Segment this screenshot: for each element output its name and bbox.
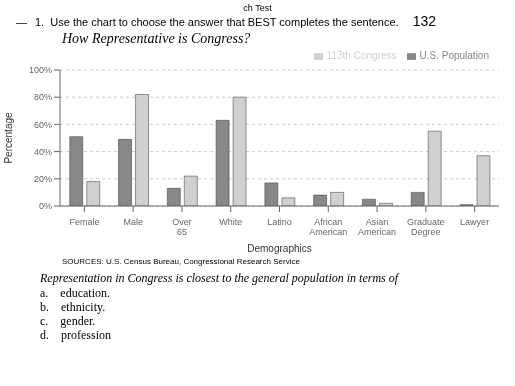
- svg-text:0%: 0%: [39, 201, 52, 211]
- svg-text:Demographics: Demographics: [247, 243, 311, 254]
- svg-text:Latino: Latino: [267, 217, 292, 227]
- svg-text:Female: Female: [69, 217, 99, 227]
- html-text:1. Use the chart to choose the: 1. Use the chart to choose the answer th…: [35, 16, 399, 28]
- svg-text:Over65: Over65: [172, 217, 192, 237]
- html-text:c. gender.: c. gender.: [40, 314, 96, 328]
- svg-text:GraduateDegree: GraduateDegree: [407, 217, 445, 237]
- html-text:U.S. Population: U.S. Population: [419, 50, 489, 61]
- svg-text:60%: 60%: [34, 120, 52, 130]
- html-text:How Representative is Congress: How Representative is Congress?: [62, 31, 251, 46]
- svg-text:Percentage: Percentage: [8, 112, 14, 164]
- html-text:132: 132: [412, 13, 436, 29]
- svg-text:40%: 40%: [34, 147, 52, 157]
- html-text:a. education.: a. education.: [40, 286, 110, 300]
- html-text:b. ethnicity.: b. ethnicity.: [40, 300, 106, 314]
- svg-text:Lawyer: Lawyer: [460, 217, 489, 227]
- svg-text:80%: 80%: [34, 92, 52, 102]
- svg-text:AfricanAmerican: AfricanAmerican: [309, 217, 347, 237]
- svg-text:Male: Male: [123, 217, 143, 227]
- svg-text:White: White: [219, 217, 242, 227]
- html-text:113th Congress: 113th Congress: [326, 50, 397, 61]
- svg-text:20%: 20%: [34, 174, 52, 184]
- html-text:ch Test: ch Test: [243, 3, 272, 13]
- html-text:d. profession: d. profession: [40, 328, 111, 342]
- html-text:SOURCES: U.S. Census Bureau, C: SOURCES: U.S. Census Bureau, Congression…: [62, 257, 300, 266]
- svg-text:100%: 100%: [29, 65, 52, 75]
- svg-text:AsianAmerican: AsianAmerican: [358, 217, 396, 237]
- html-text:Representation in Congress is: Representation in Congress is closest to…: [40, 271, 399, 285]
